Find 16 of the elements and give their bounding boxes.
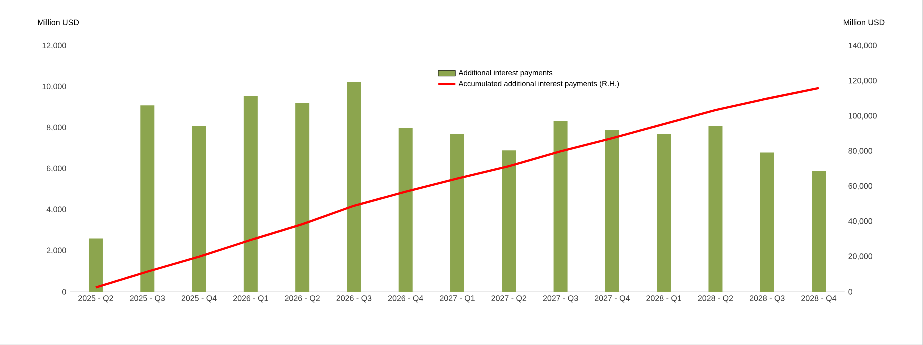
bar <box>554 120 568 292</box>
bar <box>450 134 465 292</box>
bar <box>708 126 723 292</box>
bar <box>502 150 516 292</box>
bar <box>812 171 826 292</box>
bar <box>140 105 155 292</box>
bar <box>347 82 362 292</box>
bar <box>296 103 310 292</box>
bar <box>88 238 103 292</box>
bar <box>192 126 206 292</box>
bar <box>244 96 258 292</box>
bar <box>760 152 774 292</box>
bar <box>605 130 620 292</box>
line-series <box>94 87 820 289</box>
bar <box>657 134 672 292</box>
bar <box>398 128 413 292</box>
